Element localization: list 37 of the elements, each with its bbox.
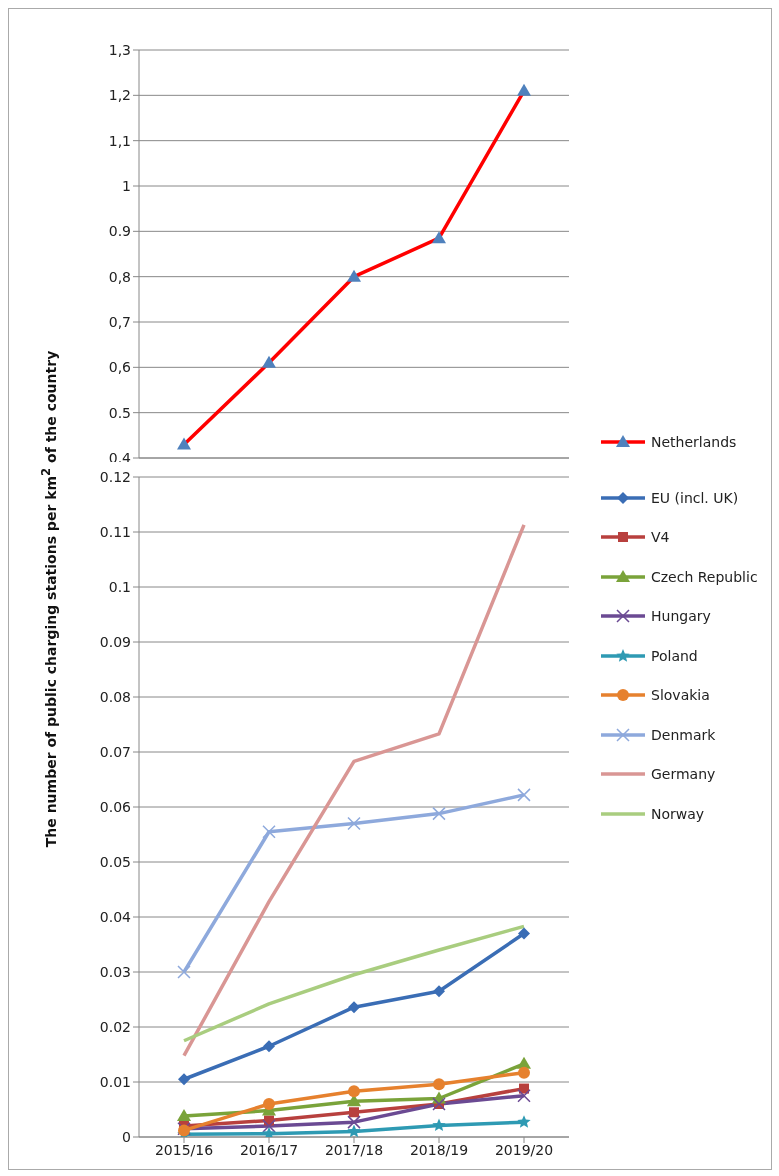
x-tick-label: 2018/19	[409, 1141, 469, 1158]
y-tick-label: 0.07	[99, 743, 131, 760]
y-tick-label: 0.5	[108, 404, 131, 421]
y-tick-label: 0,7	[108, 313, 131, 330]
y-tick-label: 0.11	[99, 523, 131, 540]
y-tick-label: 0,6	[108, 359, 132, 376]
y-tick-label: 0.02	[99, 1018, 131, 1035]
legend-label: Netherlands	[651, 434, 737, 451]
legend-label: Poland	[651, 647, 698, 664]
y-tick-label: 0.05	[99, 853, 131, 870]
y-tick-label: 1	[122, 177, 131, 194]
y-tick-label: 1,2	[108, 87, 131, 104]
y-tick-label: 0.9	[108, 223, 131, 240]
legend-label: Hungary	[651, 608, 711, 625]
y-tick-label: 0.09	[99, 633, 131, 650]
legend-label: V4	[651, 529, 670, 546]
legend-label: Slovakia	[651, 687, 710, 704]
y-tick-label: 0.04	[99, 908, 132, 925]
y-tick-label: 0.12	[99, 468, 131, 485]
legend-label: Denmark	[651, 726, 716, 743]
y-tick-label: 1,1	[108, 132, 131, 149]
y-tick-label: 0.03	[99, 963, 131, 980]
legend-label: Czech Republic	[651, 568, 758, 585]
legend-label: Norway	[651, 805, 705, 822]
x-tick-label: 2017/18	[324, 1141, 384, 1158]
y-tick-label: 0.08	[99, 688, 131, 705]
legend-label: EU (incl. UK)	[651, 489, 739, 506]
y-tick-label: 0.06	[99, 798, 132, 815]
x-tick-label: 2016/17	[239, 1141, 299, 1158]
x-tick-label: 2015/16	[154, 1141, 214, 1158]
y-tick-label: 0.1	[108, 578, 131, 595]
x-tick-label: 2019/20	[494, 1141, 554, 1158]
y-tick-label: 0.01	[99, 1073, 131, 1090]
legend-label: Germany	[651, 766, 716, 783]
y-tick-label: 1,3	[108, 41, 131, 58]
y-tick-label: 0,8	[108, 268, 131, 285]
y-tick-label: 0	[122, 1128, 131, 1145]
